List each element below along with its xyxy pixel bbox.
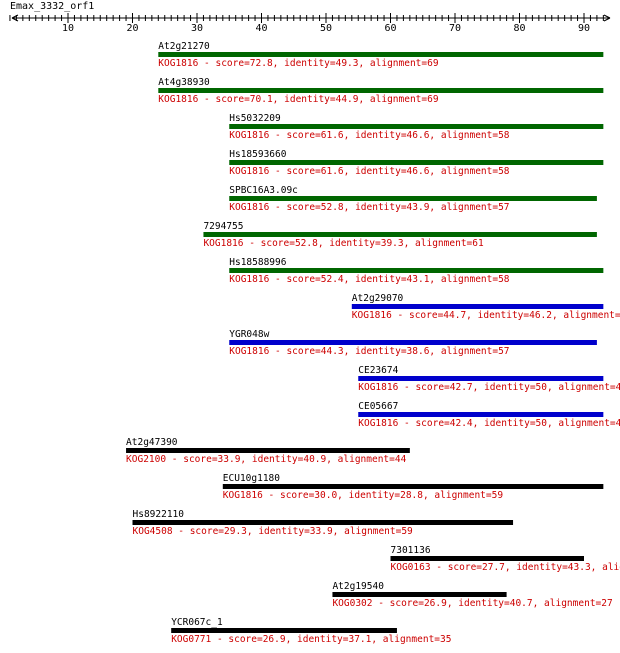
ruler-tick-label: 10 [62,23,74,34]
hit-detail: KOG1816 - score=44.7, identity=46.2, ali… [352,310,620,321]
hit-bar [132,520,514,525]
hit-detail: KOG2100 - score=33.9, identity=40.9, ali… [126,454,407,465]
hit-bar [390,556,584,561]
hit-bar [229,196,597,201]
hit-bar [351,304,604,309]
hit-detail: KOG0163 - score=27.7, identity=43.3, ali… [391,562,620,573]
ruler-tick-label: 30 [191,23,203,34]
ruler-left-arrow [11,14,19,22]
hit-bar [358,376,604,381]
hit-bar [332,592,507,597]
hit-name: 7301136 [391,545,431,556]
hit-detail: KOG1816 - score=30.0, identity=28.8, ali… [223,490,504,501]
hit-name: Hs18588996 [229,257,286,268]
ruler-tick-label: 80 [513,23,525,34]
hit-name: YCR067c_1 [171,617,223,628]
hit-name: CE05667 [358,401,398,412]
hit-bar [158,52,604,57]
hit-detail: KOG1816 - score=61.6, identity=46.6, ali… [229,130,510,141]
hit-name: At2g19540 [332,581,384,592]
hit-name: 7294755 [203,221,243,232]
hit-detail: KOG1816 - score=42.4, identity=50, align… [358,418,620,429]
hit-name: At2g21270 [158,41,210,52]
hit-name: At4g38930 [158,77,210,88]
hit-detail: KOG1816 - score=52.8, identity=43.9, ali… [229,202,509,213]
hit-detail: KOG1816 - score=44.3, identity=38.6, ali… [229,346,509,357]
hit-name: Hs5032209 [229,113,281,124]
hit-bar [126,448,410,453]
ruler-tick-label: 50 [320,23,332,34]
hit-detail: KOG1816 - score=42.7, identity=50, align… [358,382,620,393]
hit-name: YGR048w [229,329,269,340]
hit-detail: KOG1816 - score=61.6, identity=46.6, ali… [229,166,510,177]
ruler-right-arrow [603,14,611,22]
hit-detail: KOG1816 - score=52.8, identity=39.3, ali… [203,238,484,249]
hit-name: ECU10g1180 [223,473,280,484]
hit-detail: KOG4508 - score=29.3, identity=33.9, ali… [133,526,414,537]
sequence-label: Emax_3332_orf1 [10,1,95,12]
hit-detail: KOG1816 - score=70.1, identity=44.9, ali… [158,94,439,105]
hit-bar [229,268,604,273]
ruler-tick-label: 60 [384,23,396,34]
hit-bar [229,124,604,129]
hit-bar [358,412,604,417]
hit-name: SPBC16A3.09c [229,185,298,196]
hit-name: At2g29070 [352,293,404,304]
hit-detail: KOG0302 - score=26.9, identity=40.7, ali… [332,598,612,609]
ruler-tick-label: 70 [449,23,461,34]
hit-bar [158,88,604,93]
hit-bar [171,628,397,633]
hit-name: Hs8922110 [133,509,185,520]
hit-name: CE23674 [358,365,398,376]
hit-detail: KOG0771 - score=26.9, identity=37.1, ali… [171,634,451,645]
hit-detail: KOG1816 - score=52.4, identity=43.1, ali… [229,274,510,285]
hit-bar [229,340,597,345]
hit-detail: KOG1816 - score=72.8, identity=49.3, ali… [158,58,439,69]
hit-name: At2g47390 [126,437,178,448]
ruler-tick-label: 90 [578,23,590,34]
hit-bar [222,484,604,489]
hit-bar [229,160,604,165]
hit-name: Hs18593660 [229,149,286,160]
ruler-tick-label: 20 [126,23,138,34]
hit-bar [203,232,597,237]
ruler-tick-label: 40 [255,23,267,34]
